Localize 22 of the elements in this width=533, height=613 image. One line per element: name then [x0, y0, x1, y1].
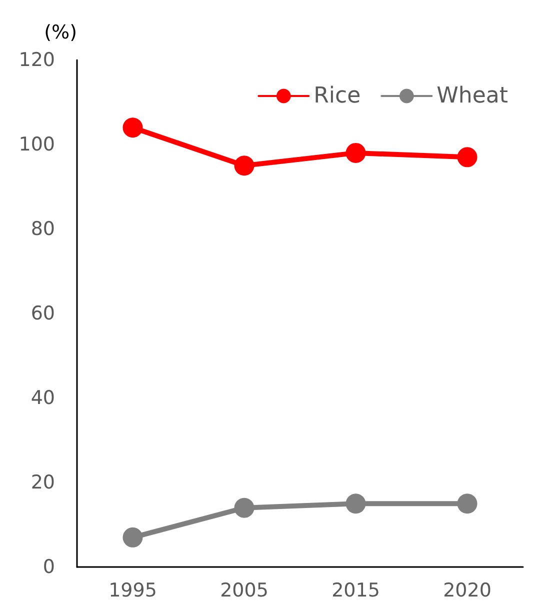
point: [122, 527, 143, 548]
y-tick-label: 0: [42, 556, 55, 578]
y-tick-label: 80: [30, 218, 55, 240]
y-tick-label: 20: [30, 472, 55, 494]
point: [346, 494, 366, 514]
point: [346, 142, 366, 163]
legend-label: Wheat: [436, 84, 508, 108]
y-tick-label: 40: [30, 387, 55, 409]
y-tick-label: 120: [18, 49, 55, 71]
x-tick-label: 2015: [332, 580, 380, 602]
point: [234, 498, 254, 518]
point: [457, 494, 478, 514]
point: [457, 147, 478, 168]
legend-label: Rice: [314, 84, 361, 108]
x-tick-label: 2020: [443, 580, 492, 602]
y-tick-label: 100: [18, 134, 55, 156]
point: [122, 118, 143, 138]
x-tick-label: 1995: [108, 580, 157, 602]
point: [234, 156, 254, 176]
x-tick-label: 2005: [220, 580, 268, 602]
y-tick-label: 60: [30, 302, 55, 324]
y-axis-title: (%): [44, 22, 77, 44]
